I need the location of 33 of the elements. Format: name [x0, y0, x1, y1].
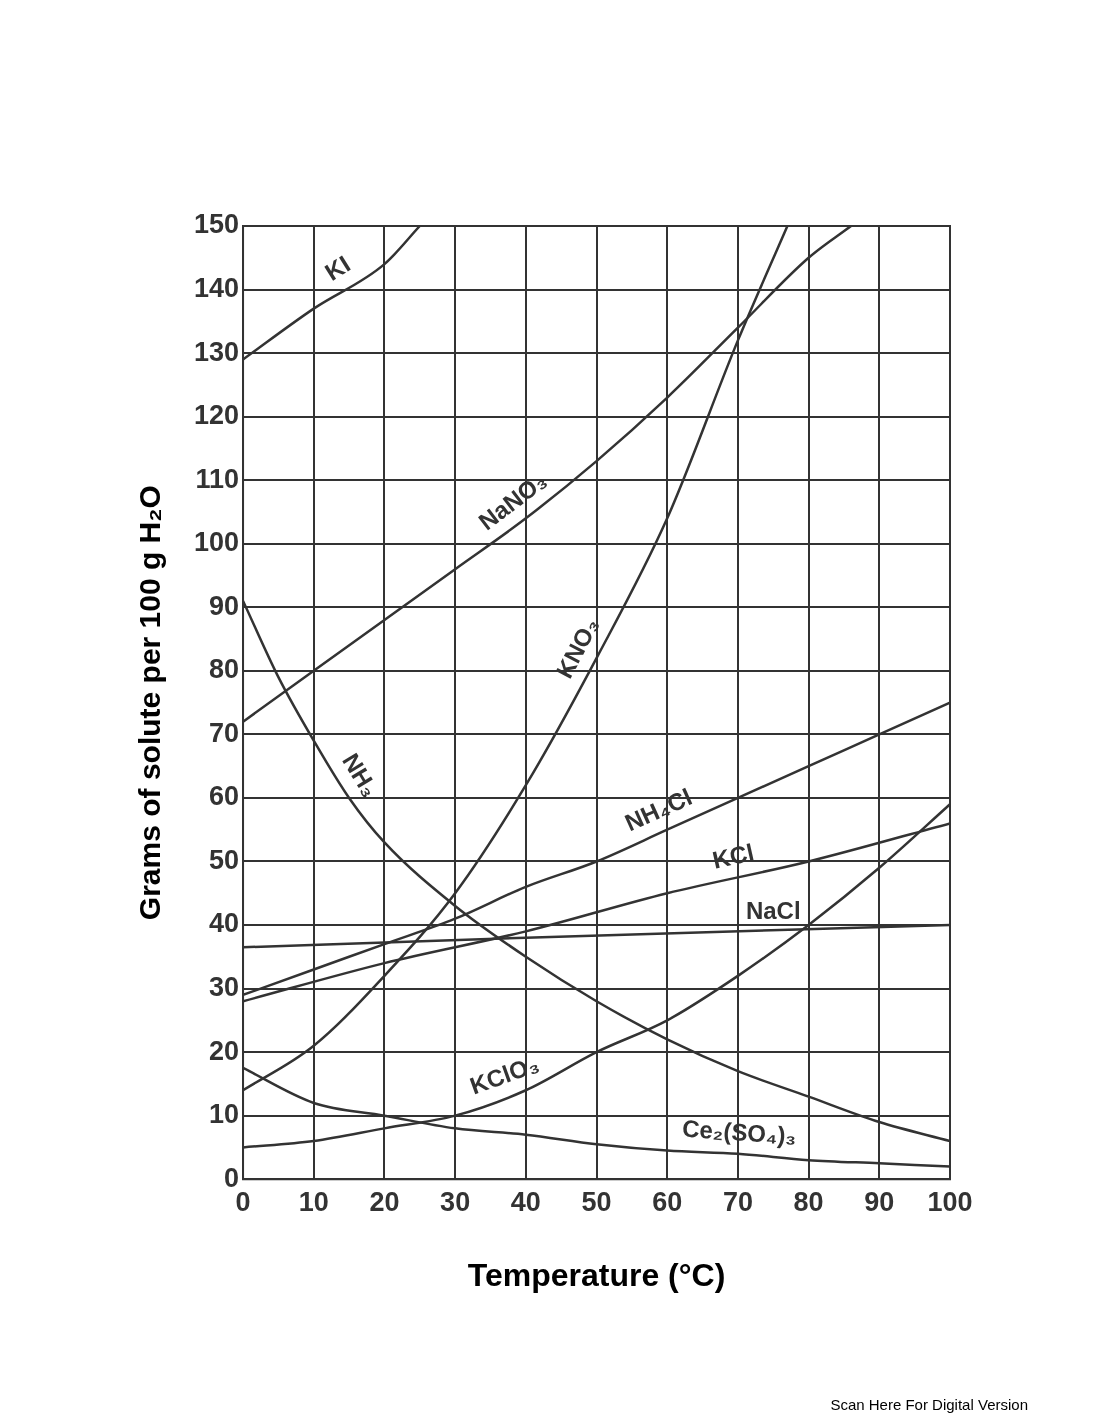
y-axis-title: Grams of solute per 100 g H₂O [133, 485, 167, 921]
x-tick-label: 40 [510, 1186, 541, 1217]
text: KI [320, 250, 355, 286]
y-tick-label: 140 [193, 273, 240, 303]
y-tick-label: 40 [209, 908, 240, 939]
x-tick-label: 50 [581, 1186, 612, 1217]
y-tick-label: 20 [209, 1035, 240, 1066]
y-tick-label: 0 [224, 1162, 240, 1193]
text: Scan Here For Digital Version [830, 1396, 1028, 1413]
x-axis-title: Temperature (°C) [467, 1256, 726, 1293]
x-tick-label: 60 [652, 1186, 683, 1217]
y-tick-label: 120 [193, 400, 240, 431]
x-tick-label: 70 [722, 1186, 753, 1217]
y-tick-label: 30 [209, 972, 240, 1003]
y-tick-label: 60 [209, 781, 240, 812]
x-tick-label: 100 [927, 1186, 973, 1217]
series-label: NaCl [745, 896, 801, 924]
x-tick-label: 30 [440, 1186, 471, 1217]
y-tick-label: 150 [193, 209, 240, 240]
y-tick-label: 110 [195, 463, 240, 494]
x-tick-label: 20 [369, 1186, 400, 1217]
y-tick-label: 70 [209, 717, 240, 748]
y-tick-label: 100 [193, 527, 240, 558]
x-tick-label: 90 [864, 1186, 895, 1217]
y-tick-label: 10 [209, 1099, 240, 1130]
y-tick-label: 80 [209, 654, 240, 685]
series-label: Ce₂(SO₄)₃ [681, 1114, 798, 1150]
y-tick-label: 50 [209, 844, 240, 875]
text: KClO₃ [466, 1050, 543, 1100]
x-tick-label: 80 [793, 1186, 824, 1217]
y-tick-label: 130 [193, 336, 240, 367]
y-tick-label: 90 [209, 590, 240, 621]
x-tick-label: 10 [298, 1186, 329, 1217]
